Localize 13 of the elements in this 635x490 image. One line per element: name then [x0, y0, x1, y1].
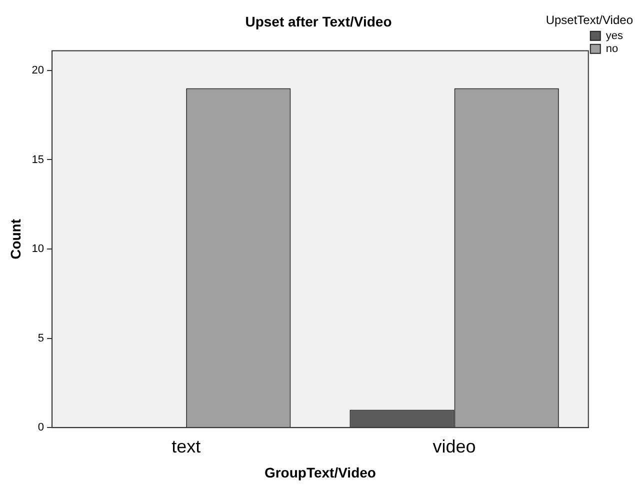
- chart-title: Upset after Text/Video: [245, 13, 392, 30]
- x-tick-label: text: [172, 436, 201, 456]
- y-tick-label: 20: [32, 64, 44, 76]
- legend-label: yes: [606, 30, 624, 42]
- y-tick-label: 0: [38, 422, 44, 434]
- x-tick-label: video: [432, 436, 476, 456]
- x-axis-title: GroupText/Video: [264, 464, 376, 480]
- y-tick-label: 5: [38, 332, 44, 344]
- legend-label: no: [606, 42, 618, 55]
- y-axis-title: Count: [7, 218, 24, 260]
- y-tick-label: 10: [32, 243, 44, 256]
- legend-title: UpsetText/Video: [546, 13, 633, 27]
- y-tick-label: 15: [32, 154, 44, 166]
